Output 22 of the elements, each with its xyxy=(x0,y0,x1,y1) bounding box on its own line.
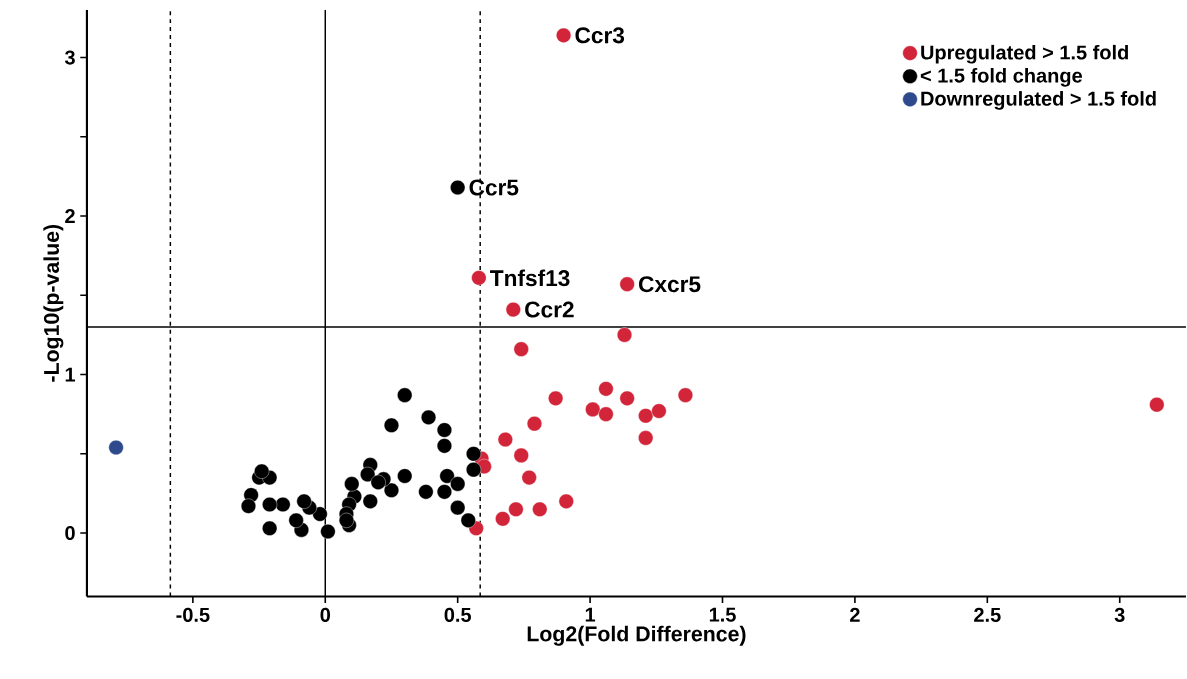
x-tick-label: 3 xyxy=(1114,607,1125,622)
y-tick-label: 1 xyxy=(65,367,76,382)
annotation: Ccr2 xyxy=(525,301,574,318)
y-axis-title: -Log10(p-value) xyxy=(43,224,64,382)
x-tick-label: 0 xyxy=(320,607,331,622)
x-axis-title: Log2(Fold Difference) xyxy=(527,625,746,646)
annotation: Ccr5 xyxy=(469,179,519,196)
annotation: Tnfsf13 xyxy=(490,269,570,286)
y-tick-label: 0 xyxy=(65,525,75,540)
annotation: Cxcr5 xyxy=(639,275,701,293)
legend-label: Downregulated > 1.5 fold xyxy=(921,90,1156,110)
y-tick-label: 2 xyxy=(65,208,75,223)
x-tick-label: 2.5 xyxy=(974,607,1001,622)
annotation: Ccr3 xyxy=(575,27,625,44)
x-tick-label: 0.5 xyxy=(444,607,472,622)
y-tick-label: 3 xyxy=(64,50,75,65)
x-tick-label: 2 xyxy=(850,607,860,622)
x-tick-label: 1.5 xyxy=(709,607,736,622)
legend-label: Upregulated > 1.5 fold xyxy=(921,44,1128,64)
x-tick-label: -0.5 xyxy=(176,607,210,622)
legend-label: < 1.5 fold change xyxy=(920,67,1082,87)
x-tick-label: 1 xyxy=(585,607,596,622)
